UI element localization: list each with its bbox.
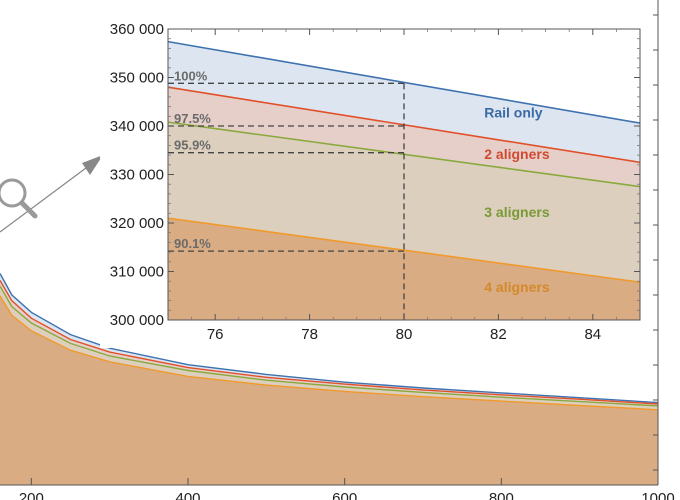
inset-x-tick-label: 78 (301, 326, 318, 343)
inset-y-tick-label: 350 000 (110, 70, 164, 87)
inset-y-tick-label: 360 000 (110, 21, 164, 38)
inset-y-tick-label: 300 000 (110, 312, 164, 329)
main-line-four (0, 295, 659, 411)
main-line-rail (0, 273, 659, 404)
magnifier-lens (0, 178, 27, 208)
inset-y-tick-label: 340 000 (110, 118, 164, 135)
main-x-tick-label: 600 (332, 490, 357, 500)
inset-y-tick-label: 310 000 (110, 264, 164, 281)
inset-plot: 100% 97.5% 95.9% 90.1% Rail only 2 aligners 3 … (100, 18, 652, 348)
inset-x-tick-label: 82 (490, 326, 507, 343)
main-line-two (0, 279, 659, 405)
inset-x-tick-label: 76 (207, 326, 224, 343)
series-label-two: 2 aligners (484, 146, 550, 162)
inset-line-four (167, 217, 641, 283)
main-line-three (0, 285, 659, 407)
magnifier-icon (0, 178, 38, 219)
zoom-arrow-head (82, 155, 103, 175)
inset-line-rail (167, 40, 641, 124)
zoom-arrow-shaft (0, 164, 91, 233)
series-label-four: 4 aligners (484, 279, 550, 295)
inset-x-tick-label: 84 (584, 326, 601, 343)
magnifier-handle (19, 200, 38, 219)
reference-label: 97.5% (174, 111, 211, 126)
main-x-tick-label: 800 (489, 490, 514, 500)
main-x-tick-label: 400 (175, 490, 200, 500)
inset-x-tick-label: 80 (396, 326, 413, 343)
reference-label: 90.1% (174, 236, 211, 251)
series-label-three: 3 aligners (484, 204, 550, 220)
zoom-indicator (0, 155, 103, 233)
inset-y-tick-label: 330 000 (110, 167, 164, 184)
reference-label: 95.9% (174, 138, 211, 153)
reference-label: 100% (174, 68, 208, 83)
main-x-tick-label: 1000 (641, 490, 674, 500)
inset-y-tick-label: 320 000 (110, 215, 164, 232)
series-label-rail: Rail only (484, 104, 543, 120)
main-x-tick-label: 200 (19, 490, 44, 500)
